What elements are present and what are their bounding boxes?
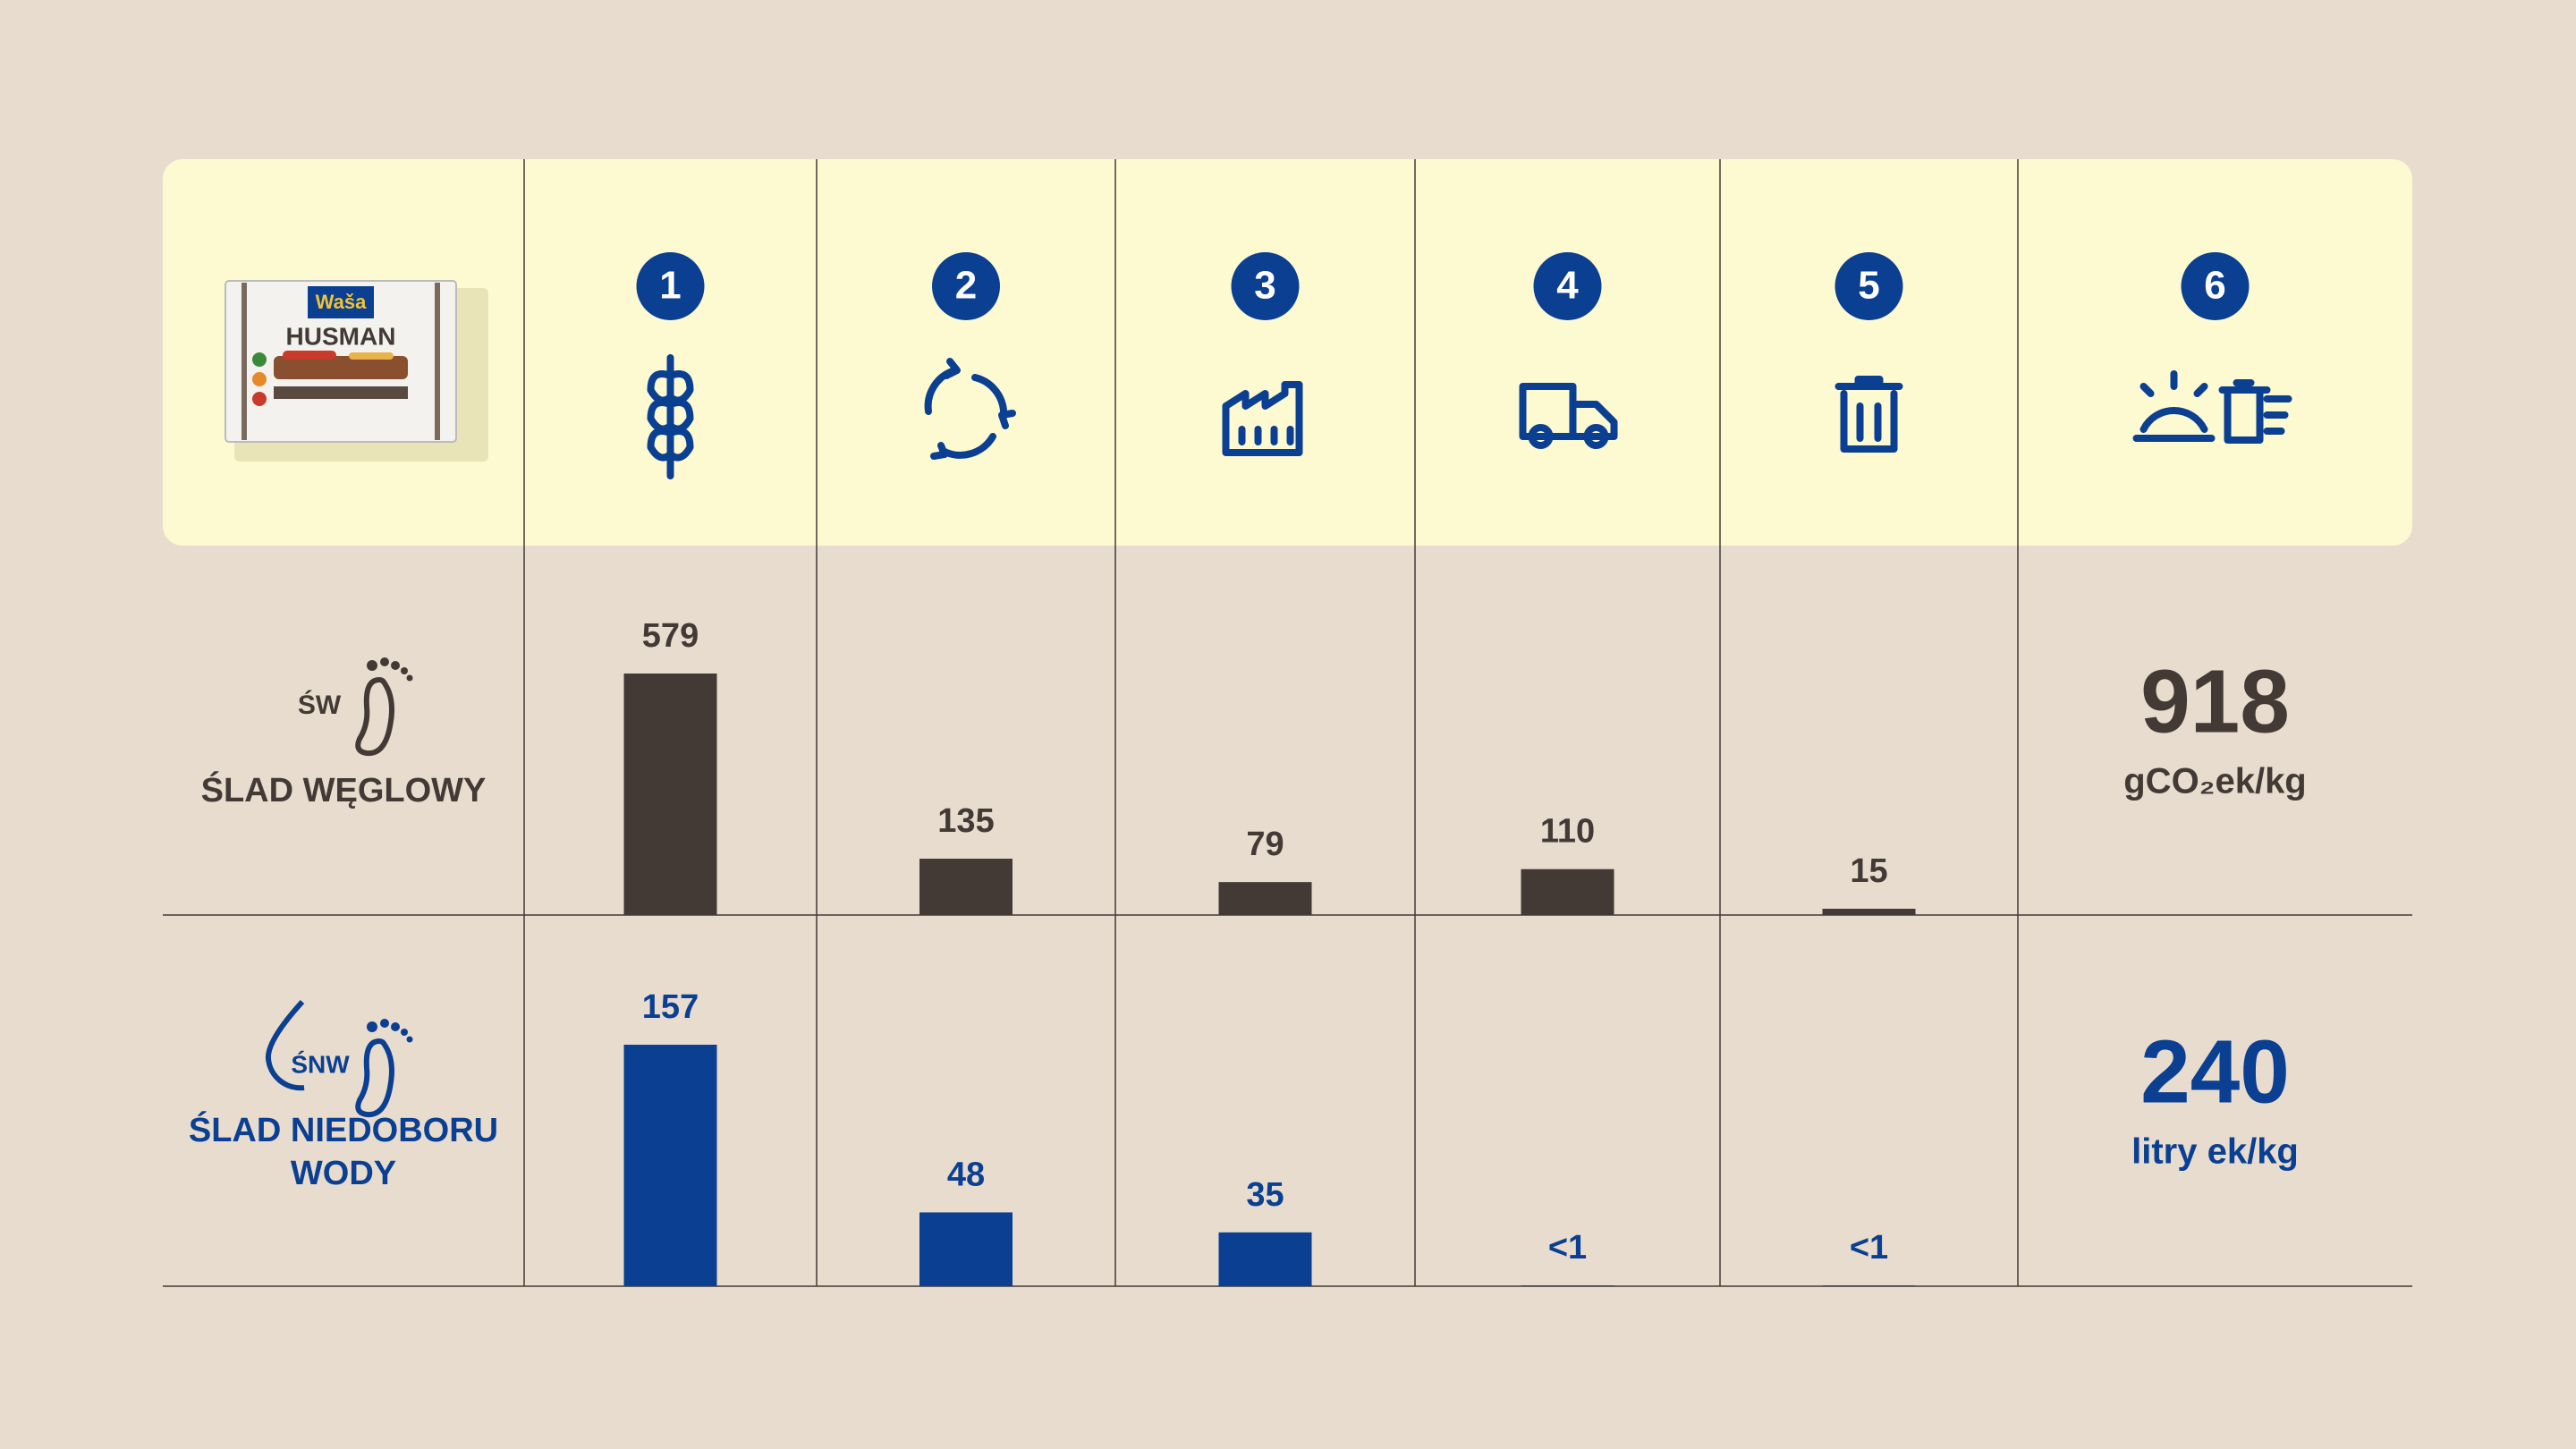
product-brand: Waša xyxy=(316,291,367,313)
total-unit: litry ek/kg xyxy=(2131,1132,2299,1172)
stage-number: 4 xyxy=(1556,264,1579,308)
stage-badge xyxy=(932,252,1000,320)
truck-icon xyxy=(1519,383,1618,449)
bar xyxy=(1822,1285,1916,1286)
recycle-icon xyxy=(924,358,1016,460)
stage-number: 5 xyxy=(1858,264,1879,308)
value-label: 79 xyxy=(1246,826,1284,863)
row-badge: ŚNW xyxy=(291,1050,350,1078)
stage-number: 2 xyxy=(955,264,977,308)
toe xyxy=(391,1022,400,1031)
stage-icons xyxy=(647,354,2292,479)
stage-number: 1 xyxy=(659,264,681,308)
bar xyxy=(623,674,717,915)
bar xyxy=(919,1212,1013,1286)
toe xyxy=(391,661,400,670)
stage-badge xyxy=(1835,252,1903,320)
value-label: 35 xyxy=(1246,1176,1284,1214)
stage-badge xyxy=(1533,252,1602,320)
wheat-icon xyxy=(647,354,694,479)
row-label: ŚLAD WĘGLOWY xyxy=(201,770,487,809)
bar xyxy=(1822,909,1916,915)
stage-badge xyxy=(1231,252,1300,320)
value-label: 15 xyxy=(1850,852,1887,890)
bar xyxy=(919,859,1013,915)
factory-icon xyxy=(1222,381,1303,456)
stage-badge xyxy=(2181,252,2250,320)
row-label-box: ŚLAD NIEDOBORU WODY xyxy=(188,1112,499,1192)
grid xyxy=(163,159,2412,1287)
toe xyxy=(367,660,377,671)
total-value: 918 xyxy=(2140,651,2290,751)
row-badge: ŚW xyxy=(298,690,342,720)
water-drop-icon xyxy=(265,999,305,1091)
bar xyxy=(1521,869,1614,915)
footprint xyxy=(355,677,394,757)
bar xyxy=(1521,1285,1614,1286)
bar xyxy=(1218,1232,1312,1286)
toe xyxy=(380,1019,389,1028)
product-image: Waša HUSMAN xyxy=(225,280,488,462)
stage-badge xyxy=(636,252,705,320)
footprint xyxy=(355,1038,394,1118)
value-label: <1 xyxy=(1850,1229,1888,1267)
value-label: 135 xyxy=(937,802,994,840)
toe xyxy=(406,674,413,682)
stage-number: 6 xyxy=(2204,264,2225,308)
carbon-footprint-icon xyxy=(355,657,413,757)
value-label: <1 xyxy=(1548,1229,1587,1267)
product-name: HUSMAN xyxy=(286,322,396,350)
value-label: 157 xyxy=(642,988,699,1026)
toe xyxy=(406,1036,413,1043)
toe xyxy=(401,1029,408,1036)
header-panel xyxy=(163,159,2412,546)
value-label: 579 xyxy=(642,617,699,655)
bar xyxy=(623,1045,717,1286)
total-value: 240 xyxy=(2140,1021,2290,1122)
bin-icon xyxy=(1835,376,1903,453)
toe xyxy=(367,1021,377,1032)
total-unit: gCO₂ek/kg xyxy=(2123,762,2307,801)
value-label: 110 xyxy=(1540,813,1595,851)
toe xyxy=(380,657,389,666)
stage-number: 3 xyxy=(1254,264,1275,308)
water-footprint-icon xyxy=(355,1019,413,1118)
bar xyxy=(1218,882,1312,915)
row-label: ŚLAD NIEDOBORU WODY xyxy=(188,1112,499,1192)
toe xyxy=(401,667,408,674)
cloche-bin-icon xyxy=(2132,370,2292,444)
value-label: 48 xyxy=(947,1156,985,1193)
